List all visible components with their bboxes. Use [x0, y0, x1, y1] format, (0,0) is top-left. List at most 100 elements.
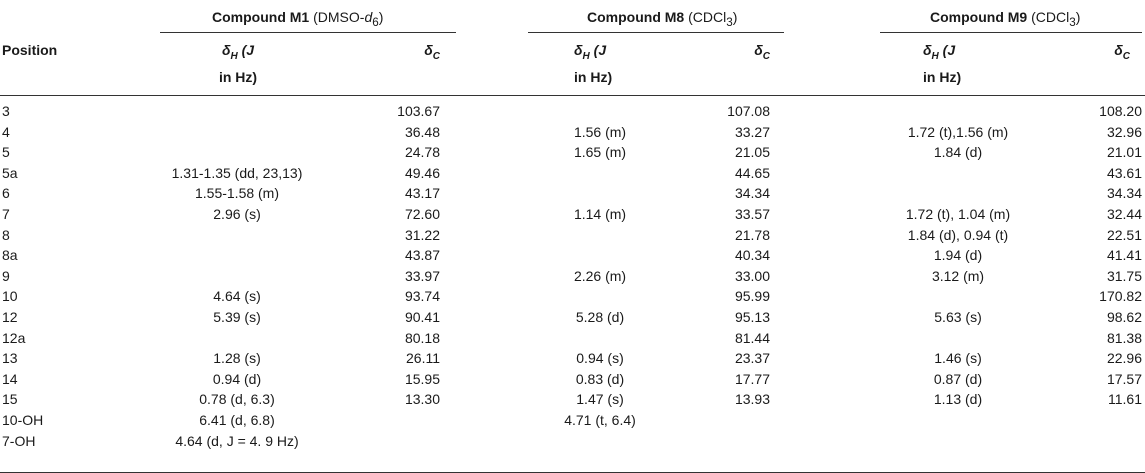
group-rule-m1 — [160, 32, 456, 33]
cell-pos: 12a — [2, 330, 26, 346]
cell-m9h: 1.72 (t),1.56 (m) — [907, 124, 1009, 140]
cell-m8h: 1.56 (m) — [573, 124, 627, 140]
group-header-m8: Compound M8 (CDCl3) — [587, 9, 738, 29]
cell-m8c: 81.44 — [734, 330, 770, 346]
cell-m9h: 1.84 (d), 0.94 (t) — [907, 227, 1009, 243]
cell-pos: 8 — [2, 227, 10, 243]
cell-pos: 4 — [2, 124, 10, 140]
cell-m9h: 1.46 (s) — [934, 350, 982, 366]
cell-m9c: 108.20 — [1099, 103, 1142, 119]
cell-m8h: 1.14 (m) — [573, 206, 627, 222]
col-header-m8-dh: δH (J in Hz) — [574, 42, 613, 85]
cell-pos: 15 — [2, 391, 18, 407]
cell-m8c: 21.05 — [734, 144, 770, 160]
cell-m9c: 43.61 — [1106, 165, 1142, 181]
col-header-m1-dc: δC — [424, 42, 440, 62]
cell-m8c: 17.77 — [734, 371, 770, 387]
cell-m9h: 1.72 (t), 1.04 (m) — [905, 206, 1011, 222]
cell-m1h: 4.64 (d, J = 4. 9 Hz) — [175, 433, 299, 449]
cell-m1c: 72.60 — [404, 206, 440, 222]
cell-m8c: 107.08 — [727, 103, 770, 119]
cell-m8c: 44.65 — [734, 165, 770, 181]
cell-pos: 6 — [2, 185, 10, 201]
cell-m9h: 3.12 (m) — [931, 268, 985, 284]
cell-m1c: 26.11 — [406, 350, 440, 366]
cell-m9c: 170.82 — [1099, 288, 1142, 304]
cell-m8c: 33.00 — [734, 268, 770, 284]
cell-m8c: 95.99 — [734, 288, 770, 304]
cell-m9c: 31.75 — [1106, 268, 1142, 284]
cell-m8c: 34.34 — [734, 185, 770, 201]
cell-pos: 12 — [2, 309, 18, 325]
cell-m9c: 21.01 — [1106, 144, 1142, 160]
cell-m1c: 43.87 — [404, 247, 440, 263]
cell-m8c: 13.93 — [734, 391, 770, 407]
cell-m8h: 4.71 (t, 6.4) — [564, 412, 636, 428]
cell-m9c: 32.44 — [1106, 206, 1142, 222]
cell-m9c: 17.57 — [1106, 371, 1142, 387]
col-header-m9-dc: δC — [1114, 42, 1130, 62]
cell-pos: 7 — [2, 206, 10, 222]
cell-m9c: 11.61 — [1108, 391, 1142, 407]
cell-m8h: 1.65 (m) — [573, 144, 627, 160]
col-header-m8-dc: δC — [754, 42, 770, 62]
cell-m1h: 1.31-1.35 (dd, 23,13) — [171, 165, 303, 181]
cell-pos: 10-OH — [2, 412, 44, 428]
cell-m1h: 2.96 (s) — [213, 206, 261, 222]
cell-m8h: 2.26 (m) — [573, 268, 627, 284]
cell-m9h: 1.13 (d) — [933, 391, 983, 407]
col-header-m1-dh: δH (J in Hz) — [218, 42, 258, 85]
cell-pos: 9 — [2, 268, 10, 284]
cell-m8h: 5.28 (d) — [575, 309, 625, 325]
cell-pos: 13 — [2, 350, 18, 366]
cell-m9c: 34.34 — [1106, 185, 1142, 201]
cell-pos: 8a — [2, 247, 18, 263]
col-header-m9-dh: δH (J in Hz) — [923, 42, 962, 85]
cell-m1c: 31.22 — [404, 227, 440, 243]
cell-pos: 5a — [2, 165, 18, 181]
cell-m8c: 21.78 — [734, 227, 770, 243]
cell-m9c: 32.96 — [1106, 124, 1142, 140]
cell-pos: 3 — [2, 103, 10, 119]
cell-m8c: 33.27 — [734, 124, 770, 140]
cell-pos: 10 — [2, 288, 18, 304]
header-rule — [0, 95, 1145, 96]
group-header-m1: Compound M1 (DMSO-d6) — [212, 9, 384, 29]
cell-m9c: 81.38 — [1106, 330, 1142, 346]
cell-m1c: 13.30 — [404, 391, 440, 407]
cell-m1h: 1.55-1.58 (m) — [194, 185, 280, 201]
cell-m1h: 6.41 (d, 6.8) — [199, 412, 275, 428]
group-rule-m8 — [528, 32, 784, 33]
cell-m1c: 33.97 — [404, 268, 440, 284]
cell-m1c: 36.48 — [404, 124, 440, 140]
cell-m9h: 1.94 (d) — [933, 247, 983, 263]
cell-pos: 7-OH — [2, 433, 36, 449]
cell-m8c: 33.57 — [734, 206, 770, 222]
group-rule-m9 — [880, 32, 1142, 33]
cell-m1c: 80.18 — [404, 330, 440, 346]
cell-m1c: 15.95 — [404, 371, 440, 387]
cell-m1h: 0.78 (d, 6.3) — [199, 391, 275, 407]
cell-pos: 5 — [2, 144, 10, 160]
cell-m9c: 22.51 — [1106, 227, 1142, 243]
cell-m9h: 0.87 (d) — [933, 371, 983, 387]
cell-m1h: 5.39 (s) — [213, 309, 261, 325]
cell-m9c: 41.41 — [1106, 247, 1142, 263]
cell-pos: 14 — [2, 371, 18, 387]
cell-m8c: 40.34 — [734, 247, 770, 263]
cell-m1c: 103.67 — [397, 103, 440, 119]
cell-m8h: 1.47 (s) — [576, 391, 624, 407]
col-header-position: Position — [2, 42, 58, 58]
cell-m1h: 4.64 (s) — [213, 288, 261, 304]
cell-m8c: 23.37 — [734, 350, 770, 366]
cell-m9h: 1.84 (d) — [933, 144, 983, 160]
cell-m1c: 24.78 — [404, 144, 440, 160]
cell-m1c: 43.17 — [404, 185, 440, 201]
group-header-m9: Compound M9 (CDCl3) — [930, 9, 1081, 29]
cell-m9c: 22.96 — [1106, 350, 1142, 366]
cell-m9c: 98.62 — [1106, 309, 1142, 325]
cell-m1c: 49.46 — [404, 165, 440, 181]
cell-m1c: 90.41 — [404, 309, 440, 325]
cell-m8c: 95.13 — [734, 309, 770, 325]
cell-m1h: 0.94 (d) — [212, 371, 262, 387]
